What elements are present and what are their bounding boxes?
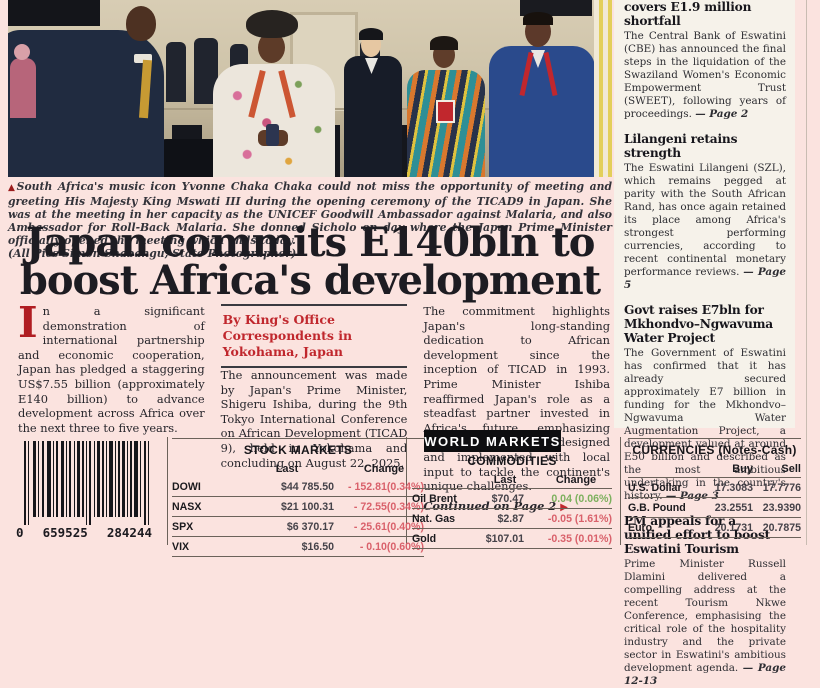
table-row: SPX $6 370.17 - 25.61(0.40%) [172, 517, 424, 537]
photo-japanese-official-hair [359, 28, 383, 40]
table-row: DOWI $44 785.50 - 152.81(0.34%) [172, 477, 424, 497]
brief-item: PM appeals for a unified effort to boost… [624, 514, 786, 688]
brief-title: Govt raises E7bln for Mkhondvo–Ngwavuma … [624, 303, 773, 345]
headline-line-1: Japan commits E140bln to [25, 219, 596, 266]
continued-on-page: Continued on Page 2 ▶ [423, 498, 568, 513]
commodities-header: Last Change [412, 471, 612, 489]
photo-banner-stripes [594, 0, 612, 177]
photo-figure-yvonne-chaka-chaka [213, 64, 335, 177]
stock-markets-header: Last Change [172, 460, 424, 477]
barcode-digits: 0 659525 284244 [16, 525, 152, 540]
table-row: Gold $107.01 -0.35 (0.01%) [412, 529, 612, 549]
photo-figure-man-blue-suit [489, 46, 595, 177]
photo-background-woman-head [14, 44, 30, 60]
col-last: Last [275, 462, 299, 475]
news-briefs-sidebar: covers E1.9 million shortfall The Centra… [614, 0, 795, 687]
stock-markets-title: STOCK MARKETS [243, 443, 353, 457]
table-row: NASX $21 100.31 - 72.55(0.34%) [172, 497, 424, 517]
continued-arrow-icon: ▶ [560, 501, 568, 513]
markets-divider [620, 437, 621, 545]
table-row: Euro 20.1731 20.7875 [628, 518, 801, 538]
brief-body: The Central Bank of Eswatini (CBE) has a… [624, 30, 786, 120]
markets-divider [406, 437, 407, 545]
col-change: Change [555, 473, 597, 486]
photo-woman-patterned-hair [430, 36, 458, 50]
brief-body: Prime Minister Russell Dlamini delivered… [624, 558, 786, 687]
brief-page-ref: — Page 2 [695, 108, 749, 120]
photo-figure-woman-patterned-jacket [407, 70, 485, 177]
col-sell: Sell [781, 462, 801, 475]
lead-photo [8, 0, 612, 177]
commodities-table: COMMODITIES Last Change Oil Brent $70.47… [412, 452, 612, 549]
byline: By King's Office Correspondents in Yokoh… [220, 304, 408, 368]
brief-item: Lilangeni retains strength The Eswatini … [624, 132, 786, 292]
article-paragraph-2: The announcement was made by Japan's Pri… [220, 368, 408, 470]
col-last: Last [493, 473, 517, 486]
brief-body: The Government of Eswatini has confirmed… [624, 347, 786, 502]
headline-line-2: boost Africa's development [19, 257, 601, 304]
photo-yvonne-sicholo-hat [246, 10, 298, 38]
photo-credit: (All Pics Simon Shabangu, State Photogra… [8, 247, 297, 260]
caption-text: South Africa's music icon Yvonne Chaka C… [8, 180, 612, 247]
col-change: Change [363, 462, 405, 475]
table-row: G.B. Pound 23.2551 23.9390 [628, 498, 801, 518]
brief-page-ref: — Page 5 [624, 266, 786, 291]
main-headline: Japan commits E140bln to boost Africa's … [8, 219, 612, 304]
brief-title: Lilangeni retains strength [624, 132, 738, 160]
page-right-rule [806, 0, 807, 545]
drop-cap: I [18, 298, 38, 347]
barcode-bars [24, 441, 149, 525]
world-markets-banner: WORLD MARKETS [424, 430, 561, 452]
photo-red-badge [436, 100, 455, 123]
photo-figure-japanese-official [344, 56, 402, 177]
markets-divider [167, 437, 168, 545]
brief-page-ref: — Page 3 [665, 490, 719, 502]
photo-caption: ▲South Africa's music icon Yvonne Chaka … [8, 180, 612, 260]
newspaper-front-page: { "colors": { "page_bg": "#fbe3df", "acc… [8, 0, 807, 687]
brief-item: covers E1.9 million shortfall The Centra… [624, 0, 786, 121]
photo-background-delegate [166, 42, 186, 102]
brief-item: Govt raises E7bln for Mkhondvo–Ngwavuma … [624, 303, 786, 503]
stock-markets-table: STOCK MARKETS Last Change DOWI $44 785.5… [172, 438, 424, 557]
currencies-table: CURRENCIES (Notes-Cash) Buy Sell U.S. Do… [628, 438, 801, 538]
photo-screen-top-left [8, 0, 100, 26]
col-buy: Buy [732, 462, 753, 475]
table-row: VIX $16.50 - 0.10(0.60%) [172, 537, 424, 557]
photo-figure-king-head [126, 6, 156, 41]
brief-body: The Eswatini Lilangeni (SZL), which rema… [624, 162, 786, 291]
table-row: U.S. Dollar 17.3083 17.7776 [628, 478, 801, 498]
brief-title: covers E1.9 million shortfall [624, 0, 752, 28]
photo-man-blue-suit-hair [523, 12, 553, 25]
table-row: Oil Brent $70.47 0.04 (0.06%) [412, 489, 612, 509]
issue-barcode: 0 659525 284244 [16, 441, 156, 541]
table-row: Nat. Gas $2.87 -0.05 (1.61%) [412, 509, 612, 529]
photo-figure-king-collar [134, 54, 152, 63]
photo-background-woman [10, 58, 36, 118]
commodities-title: COMMODITIES [467, 454, 557, 468]
article-column-2: By King's Office Correspondents in Yokoh… [220, 304, 408, 515]
currencies-title: CURRENCIES (Notes-Cash) [632, 443, 797, 457]
caption-triangle-icon: ▲ [8, 183, 17, 193]
photo-yvonne-phone [266, 124, 279, 146]
currencies-header: Buy Sell [628, 460, 801, 478]
